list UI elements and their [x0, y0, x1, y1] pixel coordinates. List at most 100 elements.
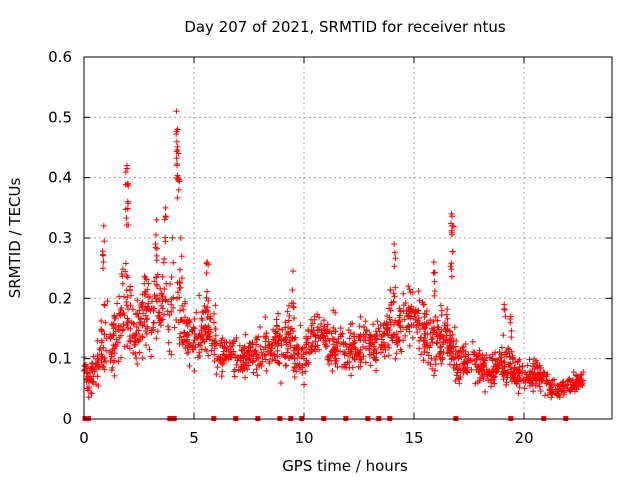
- data-point: [384, 321, 391, 328]
- data-point: [123, 214, 130, 221]
- data-point: [544, 391, 551, 398]
- data-point: [290, 367, 297, 374]
- y-tick-label: 0.6: [48, 48, 72, 66]
- data-point: [123, 302, 130, 309]
- data-point: [151, 278, 158, 285]
- y-axis-label: SRMTID / TECUs: [6, 178, 24, 299]
- data-point: [476, 368, 483, 375]
- data-point: [173, 131, 180, 138]
- data-point: [437, 302, 444, 309]
- data-point: [524, 362, 531, 369]
- data-point: [142, 274, 149, 281]
- data-point: [148, 329, 155, 336]
- data-point: [556, 394, 563, 401]
- data-point: [211, 351, 218, 358]
- data-point: [111, 350, 118, 357]
- data-point: [579, 380, 586, 387]
- data-point: [324, 353, 331, 360]
- data-point: [168, 351, 175, 358]
- data-point: [174, 172, 181, 179]
- data-point: [424, 349, 431, 356]
- data-point: [171, 324, 178, 331]
- data-point: [328, 357, 335, 364]
- data-point: [220, 348, 227, 355]
- data-point: [434, 339, 441, 346]
- data-point: [425, 359, 432, 366]
- data-point: [170, 304, 177, 311]
- data-point: [311, 346, 318, 353]
- data-point: [508, 378, 515, 385]
- data-point: [501, 306, 508, 313]
- data-point: [498, 357, 505, 364]
- data-point: [235, 367, 242, 374]
- data-point: [284, 349, 291, 356]
- data-point: [212, 332, 219, 339]
- data-point: [140, 310, 147, 317]
- data-point: [257, 323, 264, 330]
- data-point: [346, 364, 353, 371]
- data-point: [282, 354, 289, 361]
- data-point: [103, 335, 110, 342]
- data-point: [450, 343, 457, 350]
- data-point: [126, 286, 133, 293]
- data-point: [201, 338, 208, 345]
- data-point: [411, 313, 418, 320]
- data-point: [449, 351, 456, 358]
- data-point: [240, 365, 247, 372]
- data-point: [448, 260, 455, 267]
- data-point: [502, 349, 509, 356]
- data-point: [488, 383, 495, 390]
- data-point: [448, 210, 455, 217]
- data-point: [351, 337, 358, 344]
- data-point: [134, 297, 141, 304]
- data-point: [112, 328, 119, 335]
- data-point: [447, 338, 454, 345]
- data-point: [263, 367, 270, 374]
- data-point: [536, 380, 543, 387]
- data-point: [88, 390, 95, 397]
- data-point: [190, 339, 197, 346]
- data-point: [456, 380, 463, 387]
- data-point: [536, 376, 543, 383]
- data-point: [245, 356, 252, 363]
- data-point: [170, 259, 177, 266]
- data-point: [133, 355, 140, 362]
- data-point: [323, 327, 330, 334]
- data-point: [501, 364, 508, 371]
- data-point: [334, 348, 341, 355]
- data-point: [395, 336, 402, 343]
- data-point: [513, 380, 520, 387]
- data-point: [341, 363, 348, 370]
- data-point: [530, 360, 537, 367]
- data-point: [161, 311, 168, 318]
- data-point: [451, 364, 458, 371]
- data-point: [125, 221, 132, 228]
- data-point: [450, 223, 457, 230]
- data-point: [130, 320, 137, 327]
- data-point: [380, 322, 387, 329]
- data-point: [438, 360, 445, 367]
- data-point: [446, 349, 453, 356]
- data-point: [460, 366, 467, 373]
- data-point: [100, 344, 107, 351]
- y-tick-label: 0.5: [48, 108, 72, 126]
- data-point: [119, 327, 126, 334]
- data-point: [392, 355, 399, 362]
- data-point: [570, 377, 577, 384]
- data-point: [431, 288, 438, 295]
- data-point: [96, 346, 103, 353]
- data-point: [567, 381, 574, 388]
- data-point: [330, 346, 337, 353]
- data-point: [435, 326, 442, 333]
- data-point: [334, 342, 341, 349]
- data-point: [373, 332, 380, 339]
- data-point: [244, 366, 251, 373]
- data-point: [204, 259, 211, 266]
- data-point: [507, 360, 514, 367]
- data-point: [189, 328, 196, 335]
- data-point: [203, 260, 210, 267]
- data-point: [530, 388, 537, 395]
- data-point: [290, 303, 297, 310]
- data-point: [432, 356, 439, 363]
- data-point: [230, 368, 237, 375]
